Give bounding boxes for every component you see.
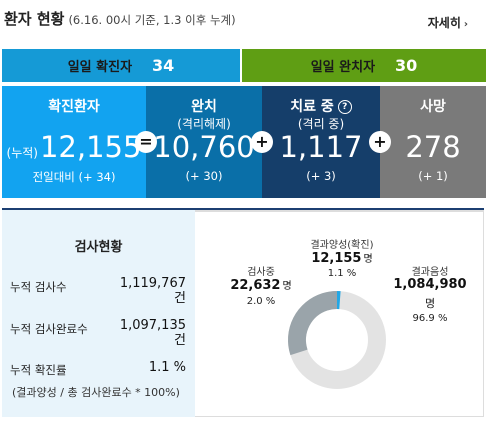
stat-treating-label-row: 치료 중? [262, 96, 380, 116]
donut-value-testing-num: 22,632 [230, 278, 281, 293]
donut-pct-positive: 1.1 % [327, 268, 357, 279]
donut-pct-negative: 96.9 % [412, 313, 448, 324]
stat-released-label: 완치 [191, 99, 217, 115]
donut-value-positive-num: 12,155 [311, 251, 362, 266]
stat-treating: 치료 중? (격리 중) 1,117 (+ 3) [262, 86, 380, 198]
test-total-value: 1,119,767 [119, 276, 186, 291]
test-done-value: 1,097,135 [119, 318, 186, 333]
stat-deaths-delta: (+ 1) [418, 169, 448, 183]
stat-treating-delta: (+ 3) [306, 169, 336, 183]
donut-value-testing-unit: 명 [282, 281, 292, 292]
donut-value-positive: 12,155 명 [298, 250, 386, 266]
daily-released-value: 30 [395, 56, 418, 75]
daily-released-label: 일일 완치자 [310, 60, 376, 75]
stat-released-sublabel: (격리해제) [177, 117, 231, 131]
daily-confirmed-label: 일일 확진자 [67, 60, 133, 75]
stat-treating-value: 1,117 [279, 130, 363, 164]
donut-label-positive: 결과양성(확진) [310, 240, 374, 251]
donut-value-testing: 22,632 명 [226, 277, 296, 293]
donut-pct-testing: 2.0 % [246, 296, 276, 307]
stat-deaths-label: 사망 [420, 99, 446, 115]
test-status-title: 검사현황 [74, 240, 123, 255]
stat-deaths-value: 278 [405, 130, 461, 164]
title-subtitle: (6.16. 00시 기준, 1.3 이후 누계) [68, 13, 236, 27]
test-row-label: 누적 검사완료수 [10, 322, 88, 336]
test-rate-note: (결과양성 / 총 검사완료수 * 100%) [12, 386, 180, 399]
chevron-right-icon: › [463, 19, 468, 30]
test-row-label: 누적 검사수 [10, 280, 67, 294]
equals-icon: = [135, 131, 157, 153]
donut-label-testing: 검사중 [247, 267, 275, 278]
test-row-value: 1,097,135 건 [114, 318, 186, 348]
stat-released-delta: (+ 30) [185, 169, 223, 183]
section-divider [2, 208, 484, 211]
plus-icon: + [369, 131, 391, 153]
daily-confirmed-value: 34 [152, 56, 175, 75]
stat-confirmed-label: 확진환자 [48, 99, 100, 115]
detail-link[interactable]: 자세히 › [428, 14, 468, 31]
stat-treating-sublabel: (격리 중) [297, 117, 345, 131]
donut-chart [288, 291, 386, 389]
test-row-value: 1,119,767 건 [114, 276, 186, 306]
title-text: 환자 현황 [4, 10, 65, 28]
stat-treating-label: 치료 중 [290, 99, 334, 115]
donut-segment-positive [288, 291, 386, 389]
donut-value-negative: 1,084,980 [393, 277, 467, 292]
donut-unit-negative: 명 [424, 297, 436, 310]
daily-released-bar: 일일 완치자 30 [242, 49, 486, 82]
plus-icon: + [251, 131, 273, 153]
stat-confirmed: 확진환자 (누적)12,155 전일대비 (+ 34) [2, 86, 146, 198]
donut-label-negative: 결과음성 [411, 267, 449, 278]
stat-confirmed-value: 12,155 [39, 130, 142, 164]
stat-released: 완치 (격리해제) 10,760 (+ 30) [146, 86, 262, 198]
stat-deaths: 사망 278 (+ 1) [380, 86, 486, 198]
daily-confirmed-bar: 일일 확진자 34 [2, 49, 240, 82]
stat-confirmed-prefix: (누적) [6, 146, 38, 160]
test-total-unit: 건 [174, 291, 186, 306]
test-done-unit: 건 [174, 333, 186, 348]
test-row-label: 누적 확진률 [10, 363, 67, 377]
stat-confirmed-line: (누적)12,155 [2, 130, 146, 164]
help-icon[interactable]: ? [337, 100, 352, 114]
test-rate-value: 1.1 % [148, 360, 186, 375]
page-title: 환자 현황 (6.16. 00시 기준, 1.3 이후 누계) [4, 8, 236, 29]
donut-value-positive-unit: 명 [363, 254, 373, 265]
test-status-panel [2, 210, 195, 417]
stat-confirmed-delta: 전일대비 (+ 34) [32, 170, 116, 184]
detail-label[interactable]: 자세히 [427, 16, 461, 30]
stat-released-value: 10,760 [153, 130, 255, 164]
